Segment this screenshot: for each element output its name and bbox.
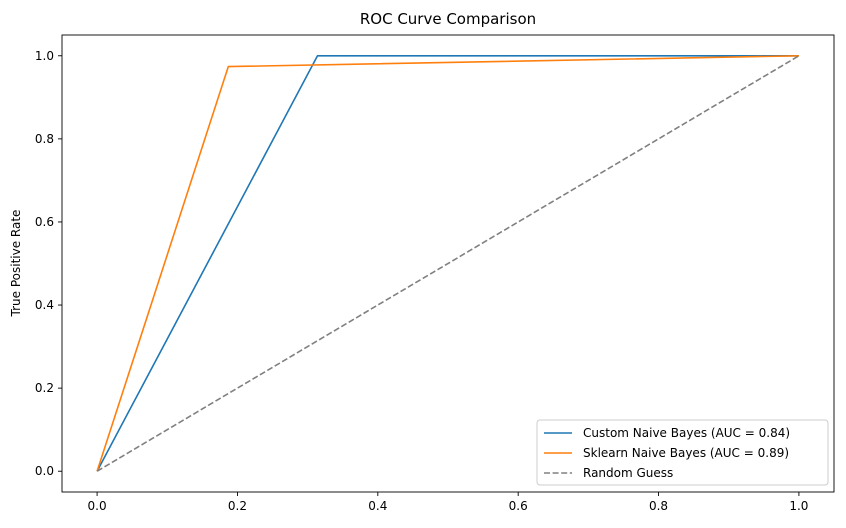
legend-label-2: Random Guess	[583, 466, 673, 480]
y-tick-label: 0.4	[35, 298, 54, 312]
y-tick-label: 0.6	[35, 215, 54, 229]
x-tick-label: 0.6	[509, 499, 528, 513]
series-lines	[96, 54, 800, 472]
legend-label-0: Custom Naive Bayes (AUC = 0.84)	[583, 426, 790, 440]
y-tick-label: 0.2	[35, 381, 54, 395]
legend-box	[536, 419, 829, 486]
axis-ticks: 0.0 0.2 0.4 0.6 0.8 1.0 0.0 0.2 0.4 0.6 0.8 1.0	[35, 49, 809, 513]
y-tick-label: 0.0	[35, 464, 54, 478]
legend-label-1: Sklearn Naive Bayes (AUC = 0.89)	[583, 446, 789, 460]
legend: Custom Naive Bayes (AUC = 0.84) Sklearn N…	[536, 419, 829, 486]
series-line-0	[96, 54, 799, 472]
x-tick-label: 1.0	[789, 499, 808, 513]
x-tick-label: 0.8	[649, 499, 668, 513]
x-tick-label: 0.4	[368, 499, 387, 513]
plot-frame	[61, 34, 835, 493]
series-line-1	[96, 55, 799, 472]
series-line-2	[96, 55, 800, 472]
x-tick-label: 0.0	[88, 499, 107, 513]
y-axis-label: True Positive Rate	[9, 210, 23, 318]
chart-title: ROC Curve Comparison	[360, 10, 536, 28]
y-tick-label: 1.0	[35, 49, 54, 63]
y-tick-label: 0.8	[35, 132, 54, 146]
x-tick-label: 0.2	[228, 499, 247, 513]
